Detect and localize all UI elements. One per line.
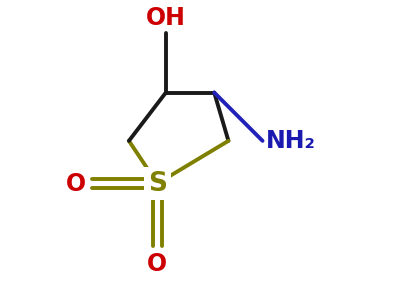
Text: S: S (148, 170, 167, 196)
Text: NH₂: NH₂ (265, 129, 315, 153)
Text: O: O (147, 252, 168, 276)
Text: O: O (66, 172, 86, 196)
Text: OH: OH (146, 6, 186, 30)
